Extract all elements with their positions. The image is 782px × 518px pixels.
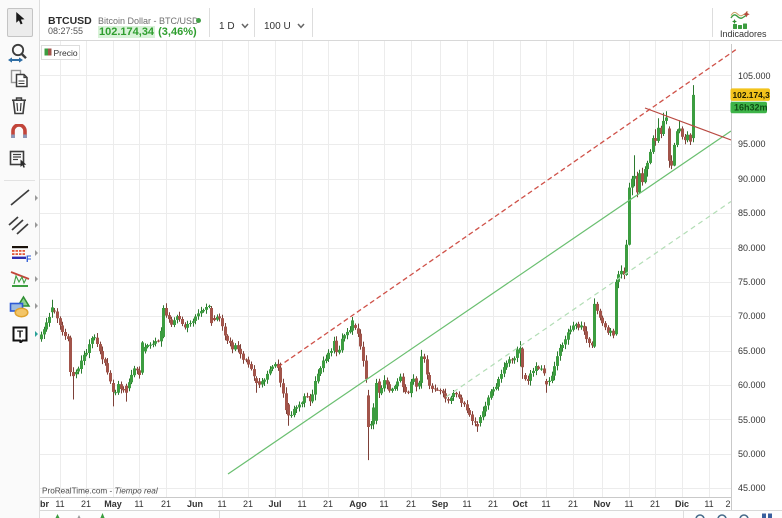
svg-text:21: 21	[243, 499, 253, 509]
svg-text:102.174,3: 102.174,3	[733, 90, 771, 100]
svg-text:Precio: Precio	[54, 48, 78, 58]
svg-text:Oct: Oct	[512, 499, 527, 509]
svg-text:65.000: 65.000	[738, 346, 766, 356]
svg-text:br: br	[40, 499, 49, 509]
svg-text:95.000: 95.000	[738, 139, 766, 149]
svg-text:80.000: 80.000	[738, 243, 766, 253]
svg-text:T: T	[17, 330, 23, 341]
svg-text:May: May	[104, 499, 122, 509]
svg-text:Jun: Jun	[187, 499, 203, 509]
svg-text:11: 11	[297, 499, 306, 509]
svg-text:21: 21	[161, 499, 171, 509]
svg-text:21: 21	[323, 499, 333, 509]
svg-text:21: 21	[568, 499, 578, 509]
svg-text:11: 11	[379, 499, 388, 509]
svg-text:11: 11	[704, 499, 713, 509]
svg-text:11: 11	[217, 499, 226, 509]
svg-text:21: 21	[81, 499, 91, 509]
svg-text:105.000: 105.000	[738, 71, 771, 81]
svg-text:2: 2	[725, 499, 730, 509]
svg-text:11: 11	[624, 499, 633, 509]
svg-text:60.000: 60.000	[738, 380, 766, 390]
svg-text:ProRealTime.com - Tiempo real: ProRealTime.com - Tiempo real	[42, 487, 158, 496]
svg-text:Sep: Sep	[432, 499, 449, 509]
svg-text:70.000: 70.000	[738, 311, 766, 321]
svg-text:50.000: 50.000	[738, 449, 766, 459]
svg-text:F: F	[26, 254, 31, 262]
svg-text:16h32m: 16h32m	[734, 103, 768, 113]
svg-text:11: 11	[134, 499, 143, 509]
svg-text:Jul: Jul	[268, 499, 281, 509]
svg-text:Dic: Dic	[675, 499, 689, 509]
svg-text:Nov: Nov	[593, 499, 610, 509]
svg-text:11: 11	[541, 499, 550, 509]
svg-text:21: 21	[488, 499, 498, 509]
svg-text:75.000: 75.000	[738, 277, 766, 287]
svg-text:21: 21	[650, 499, 660, 509]
svg-text:90.000: 90.000	[738, 174, 766, 184]
svg-text:11: 11	[55, 499, 64, 509]
svg-text:21: 21	[406, 499, 416, 509]
svg-text:45.000: 45.000	[738, 483, 766, 493]
svg-text:Ago: Ago	[349, 499, 367, 509]
svg-text:85.000: 85.000	[738, 208, 766, 218]
svg-text:55.000: 55.000	[738, 415, 766, 425]
svg-text:11: 11	[462, 499, 471, 509]
